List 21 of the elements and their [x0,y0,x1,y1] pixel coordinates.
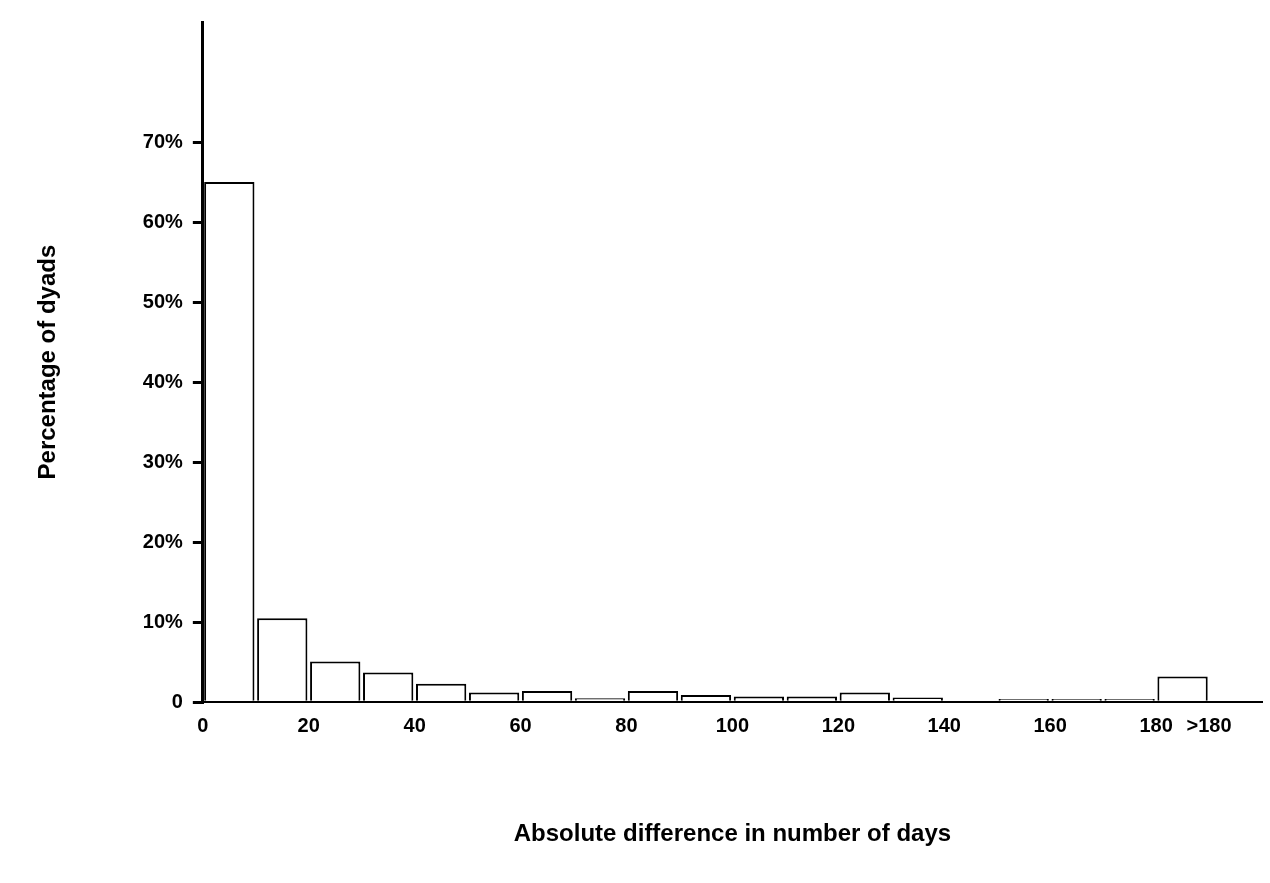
x-tick-label: 140 [927,713,961,736]
y-tick-label: 10% [142,609,184,632]
x-tick-label: 60 [509,713,532,736]
x-tick-label: 120 [821,713,856,736]
x-tick-label: 0 [197,713,209,736]
y-tick-label: 20% [142,529,184,552]
y-tick-label: 70% [142,129,184,152]
y-axis-title: Percentage of dyads [33,244,61,480]
y-tick-label: 40% [142,369,184,392]
y-tick-label: 60% [142,209,184,232]
x-tick-label: 20 [297,713,320,736]
x-tick-label: 160 [1033,713,1067,736]
y-tick-label: 30% [142,449,184,472]
x-tick-label: 40 [403,713,426,736]
x-tick-label: 180 [1139,713,1173,736]
x-tick-label: >180 [1186,713,1232,736]
y-tick-label: 0 [171,689,183,712]
y-tick-label: 50% [142,289,184,312]
x-axis-title: Absolute difference in number of days [513,819,952,847]
x-tick-label: 80 [615,713,638,736]
x-tick-label: 100 [715,713,750,736]
